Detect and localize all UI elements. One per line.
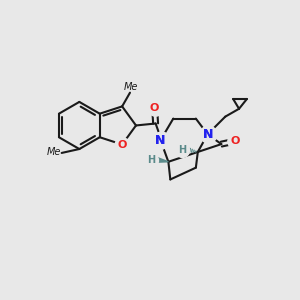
Text: Me: Me — [46, 147, 61, 157]
Text: H: H — [147, 155, 155, 165]
Text: O: O — [150, 103, 159, 113]
Text: O: O — [117, 140, 127, 149]
Text: Me: Me — [124, 82, 138, 92]
Text: N: N — [155, 134, 166, 147]
Text: O: O — [230, 136, 240, 146]
Text: N: N — [155, 134, 166, 147]
Text: H: H — [178, 145, 186, 155]
Text: N: N — [202, 128, 213, 141]
Polygon shape — [156, 158, 168, 162]
Text: N: N — [202, 128, 213, 141]
